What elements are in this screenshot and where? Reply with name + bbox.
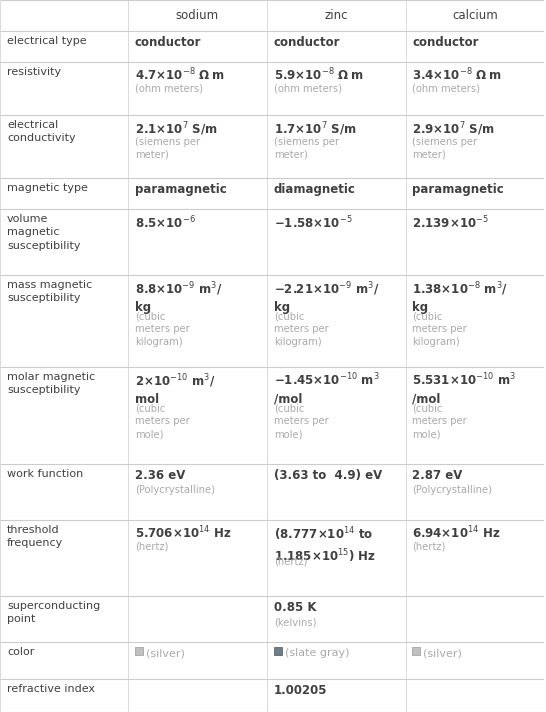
Text: (ohm meters): (ohm meters) — [412, 83, 480, 93]
Bar — [274, 647, 282, 655]
Text: zinc: zinc — [324, 9, 348, 22]
Text: refractive index: refractive index — [7, 684, 95, 694]
Text: 2.9×10$^{7}$ S/m: 2.9×10$^{7}$ S/m — [412, 120, 495, 138]
Text: resistivity: resistivity — [7, 67, 61, 77]
Text: (slate gray): (slate gray) — [284, 648, 349, 659]
Text: 2.36 eV: 2.36 eV — [135, 469, 185, 482]
Text: (kelvins): (kelvins) — [274, 617, 316, 627]
Text: 1.38×10$^{-8}$ m$^{3}$/
kg: 1.38×10$^{-8}$ m$^{3}$/ kg — [412, 280, 509, 314]
Text: 8.5×10$^{-6}$: 8.5×10$^{-6}$ — [135, 214, 195, 231]
Text: 2.87 eV: 2.87 eV — [412, 469, 463, 482]
Text: mass magnetic
susceptibility: mass magnetic susceptibility — [7, 280, 92, 303]
Text: molar magnetic
susceptibility: molar magnetic susceptibility — [7, 372, 95, 395]
Text: (Polycrystalline): (Polycrystalline) — [412, 486, 492, 496]
Text: electrical
conductivity: electrical conductivity — [7, 120, 75, 144]
Text: (ohm meters): (ohm meters) — [135, 83, 203, 93]
Text: paramagnetic: paramagnetic — [412, 183, 504, 197]
Text: 2.139×10$^{-5}$: 2.139×10$^{-5}$ — [412, 214, 489, 231]
Text: −1.45×10$^{-10}$ m$^{3}$
/mol: −1.45×10$^{-10}$ m$^{3}$ /mol — [274, 372, 379, 405]
Text: 2.1×10$^{7}$ S/m: 2.1×10$^{7}$ S/m — [135, 120, 218, 138]
Text: sodium: sodium — [176, 9, 219, 22]
Text: (cubic
meters per
mole): (cubic meters per mole) — [135, 404, 189, 439]
Text: −2.21×10$^{-9}$ m$^{3}$/
kg: −2.21×10$^{-9}$ m$^{3}$/ kg — [274, 280, 379, 314]
Text: (cubic
meters per
kilogram): (cubic meters per kilogram) — [135, 312, 189, 347]
Text: (ohm meters): (ohm meters) — [274, 83, 342, 93]
Bar — [412, 647, 420, 655]
Text: (hertz): (hertz) — [135, 541, 168, 552]
Text: (cubic
meters per
mole): (cubic meters per mole) — [412, 404, 467, 439]
Text: conductor: conductor — [135, 36, 201, 49]
Text: calcium: calcium — [452, 9, 498, 22]
Text: 5.706×10$^{14}$ Hz: 5.706×10$^{14}$ Hz — [135, 525, 232, 542]
Text: color: color — [7, 647, 34, 657]
Text: magnetic type: magnetic type — [7, 183, 88, 193]
Text: 0.85 K: 0.85 K — [274, 601, 316, 614]
Text: −1.58×10$^{-5}$: −1.58×10$^{-5}$ — [274, 214, 352, 231]
Text: conductor: conductor — [412, 36, 479, 49]
Text: (silver): (silver) — [424, 648, 462, 659]
Text: conductor: conductor — [274, 36, 340, 49]
Text: 8.8×10$^{-9}$ m$^{3}$/
kg: 8.8×10$^{-9}$ m$^{3}$/ kg — [135, 280, 223, 314]
Text: paramagnetic: paramagnetic — [135, 183, 227, 197]
Text: work function: work function — [7, 469, 83, 479]
Text: 6.94×10$^{14}$ Hz: 6.94×10$^{14}$ Hz — [412, 525, 501, 542]
Text: diamagnetic: diamagnetic — [274, 183, 355, 197]
Text: (siemens per
meter): (siemens per meter) — [135, 137, 200, 159]
Text: 4.7×10$^{-8}$ Ω m: 4.7×10$^{-8}$ Ω m — [135, 67, 224, 83]
Text: 2×10$^{-10}$ m$^{3}$/
mol: 2×10$^{-10}$ m$^{3}$/ mol — [135, 372, 216, 407]
Text: (cubic
meters per
mole): (cubic meters per mole) — [274, 404, 329, 439]
Text: (siemens per
meter): (siemens per meter) — [412, 137, 478, 159]
Text: (siemens per
meter): (siemens per meter) — [274, 137, 339, 159]
Text: (silver): (silver) — [146, 648, 185, 659]
Text: (Polycrystalline): (Polycrystalline) — [135, 486, 215, 496]
Text: (3.63 to  4.9) eV: (3.63 to 4.9) eV — [274, 469, 382, 482]
Text: 5.531×10$^{-10}$ m$^{3}$
/mol: 5.531×10$^{-10}$ m$^{3}$ /mol — [412, 372, 517, 405]
Text: 5.9×10$^{-8}$ Ω m: 5.9×10$^{-8}$ Ω m — [274, 67, 363, 83]
Bar — [135, 647, 143, 655]
Text: (cubic
meters per
kilogram): (cubic meters per kilogram) — [274, 312, 329, 347]
Text: (hertz): (hertz) — [274, 557, 307, 567]
Text: volume
magnetic
susceptibility: volume magnetic susceptibility — [7, 214, 80, 251]
Text: threshold
frequency: threshold frequency — [7, 525, 63, 548]
Text: (8.777×10$^{14}$ to
1.185×10$^{15}$) Hz: (8.777×10$^{14}$ to 1.185×10$^{15}$) Hz — [274, 525, 376, 565]
Text: 1.00205: 1.00205 — [274, 684, 327, 697]
Text: (hertz): (hertz) — [412, 541, 446, 552]
Text: superconducting
point: superconducting point — [7, 601, 100, 624]
Text: 1.7×10$^{7}$ S/m: 1.7×10$^{7}$ S/m — [274, 120, 357, 138]
Text: (cubic
meters per
kilogram): (cubic meters per kilogram) — [412, 312, 467, 347]
Text: electrical type: electrical type — [7, 36, 87, 46]
Text: 3.4×10$^{-8}$ Ω m: 3.4×10$^{-8}$ Ω m — [412, 67, 502, 83]
